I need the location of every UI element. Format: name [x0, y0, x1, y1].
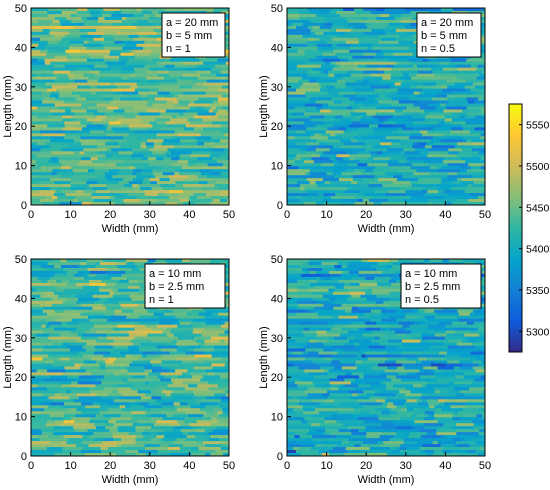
y-tick-label: 10 — [271, 412, 283, 424]
y-tick-label: 40 — [271, 42, 283, 54]
y-tick-label: 20 — [271, 372, 283, 384]
x-tick-label: 20 — [104, 209, 116, 221]
parameter-line: a = 20 mm — [421, 17, 473, 29]
x-tick-label: 30 — [144, 460, 156, 472]
parameter-line: n = 1 — [149, 294, 174, 306]
parameter-line: n = 0.5 — [421, 43, 455, 55]
colorbar-tick-label: 5300 — [526, 326, 550, 338]
y-tick-label: 50 — [15, 254, 27, 266]
x-tick-label: 40 — [183, 460, 195, 472]
heatmap-panel-4: 0 10 20 30 40 50 0 10 20 30 40 50 Width (mm) Length (… — [258, 254, 491, 486]
y-tick-label: 50 — [271, 254, 283, 266]
parameter-box — [161, 12, 226, 58]
x-axis-label: Width (mm) — [102, 223, 159, 235]
parameter-line: b = 5 mm — [166, 30, 212, 42]
parameter-line: a = 20 mm — [166, 17, 218, 29]
y-tick-label: 0 — [277, 200, 283, 212]
y-tick-label: 0 — [21, 451, 27, 463]
plot-frame — [286, 258, 486, 457]
heatmap-panel-3: 0 10 20 30 40 50 0 10 20 30 40 50 Width (mm) Length (… — [2, 254, 235, 486]
colorbar-tick-label: 5350 — [526, 285, 550, 297]
x-tick-label: 0 — [28, 209, 34, 221]
x-tick-label: 50 — [479, 209, 491, 221]
parameter-line: n = 0.5 — [405, 294, 439, 306]
plot-frame — [286, 7, 486, 206]
y-tick-label: 10 — [15, 161, 27, 173]
x-tick-label: 0 — [284, 460, 290, 472]
y-tick-label: 30 — [15, 82, 27, 94]
y-axis-label: Length (mm) — [258, 75, 270, 137]
colorbar-tick-label: 5450 — [526, 202, 550, 214]
x-tick-label: 30 — [400, 460, 412, 472]
x-tick-label: 30 — [400, 209, 412, 221]
x-axis-label: Width (mm) — [358, 223, 415, 235]
y-tick-label: 0 — [21, 200, 27, 212]
x-tick-label: 10 — [320, 460, 332, 472]
x-tick-label: 20 — [104, 460, 116, 472]
y-tick-label: 10 — [15, 412, 27, 424]
parameter-line: a = 10 mm — [149, 268, 201, 280]
y-axis-label: Length (mm) — [2, 326, 14, 388]
y-tick-label: 50 — [271, 3, 283, 15]
colorbar-gradient — [508, 103, 523, 353]
x-tick-label: 50 — [223, 460, 235, 472]
y-tick-label: 40 — [271, 293, 283, 305]
x-tick-label: 10 — [320, 209, 332, 221]
y-tick-label: 0 — [277, 451, 283, 463]
parameter-box — [416, 12, 482, 58]
colorbar-tick-label: 5550 — [526, 120, 550, 132]
x-tick-label: 20 — [360, 209, 372, 221]
x-tick-label: 20 — [360, 460, 372, 472]
y-tick-label: 30 — [271, 333, 283, 345]
y-tick-label: 20 — [271, 121, 283, 133]
y-tick-label: 20 — [15, 372, 27, 384]
y-tick-label: 30 — [15, 333, 27, 345]
x-tick-label: 50 — [479, 460, 491, 472]
x-tick-label: 10 — [64, 460, 76, 472]
parameter-line: b = 5 mm — [421, 30, 467, 42]
colorbar-tick-label: 5500 — [526, 161, 550, 173]
heatmap-panel-2: 0 10 20 30 40 50 0 10 20 30 40 50 Width (mm) Length (… — [258, 3, 491, 235]
y-tick-label: 40 — [15, 293, 27, 305]
y-axis-label: Length (mm) — [2, 75, 14, 137]
x-axis-label: Width (mm) — [358, 474, 415, 486]
parameter-line: b = 2.5 mm — [149, 281, 204, 293]
x-tick-label: 0 — [284, 209, 290, 221]
x-tick-label: 50 — [223, 209, 235, 221]
y-tick-label: 30 — [271, 82, 283, 94]
y-axis-label: Length (mm) — [258, 326, 270, 388]
x-tick-label: 40 — [183, 209, 195, 221]
plot-frame — [30, 258, 230, 457]
plot-frame — [30, 7, 230, 206]
parameter-box — [144, 263, 226, 309]
y-tick-label: 20 — [15, 121, 27, 133]
parameter-line: n = 1 — [166, 43, 191, 55]
x-axis-label: Width (mm) — [102, 474, 159, 486]
x-tick-label: 40 — [439, 460, 451, 472]
y-tick-label: 10 — [271, 161, 283, 173]
parameter-line: a = 10 mm — [405, 268, 457, 280]
y-tick-label: 40 — [15, 42, 27, 54]
y-tick-label: 50 — [15, 3, 27, 15]
x-tick-label: 0 — [28, 460, 34, 472]
x-tick-label: 40 — [439, 209, 451, 221]
x-tick-label: 30 — [144, 209, 156, 221]
heatmap-panel-1: 0 10 20 30 40 50 0 10 20 30 40 50 Width (mm) Length (… — [2, 3, 235, 235]
parameter-line: b = 2.5 mm — [405, 281, 460, 293]
colorbar: 5300 5350 5400 5450 5500 5550 — [508, 103, 550, 353]
parameter-box — [400, 263, 482, 309]
colorbar-tick-label: 5400 — [526, 244, 550, 256]
x-tick-label: 10 — [64, 209, 76, 221]
